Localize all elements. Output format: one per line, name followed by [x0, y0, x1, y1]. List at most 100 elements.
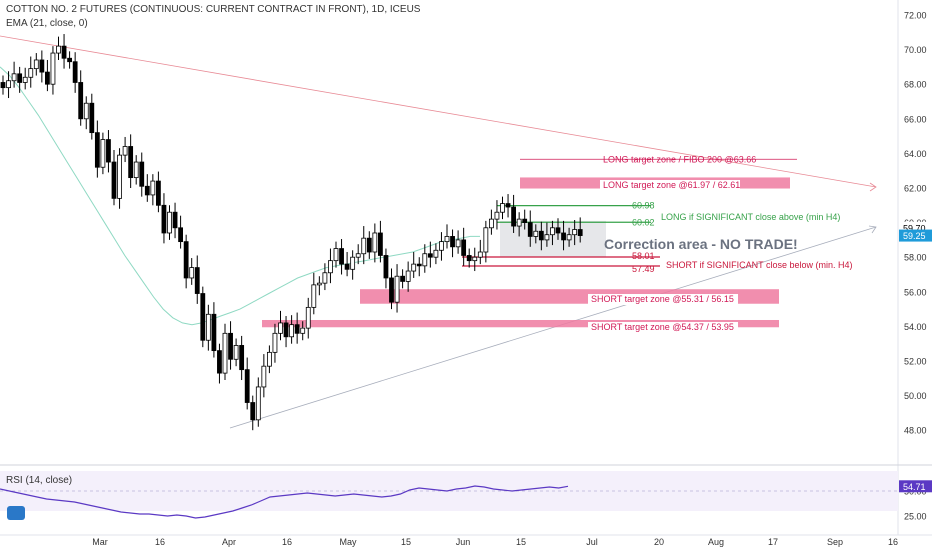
time-tick-label: 16	[888, 537, 898, 547]
time-tick-label: 15	[401, 537, 411, 547]
candle	[561, 232, 566, 241]
last-price-badge	[899, 229, 932, 242]
ema-line	[0, 66, 480, 326]
time-tick-label: 16	[282, 537, 292, 547]
price-tick-label: 58.00	[904, 253, 927, 263]
candle	[488, 218, 494, 229]
upper-trendline	[0, 35, 877, 188]
candle	[217, 350, 222, 374]
candle	[45, 71, 50, 85]
label-bg	[588, 294, 738, 305]
time-tick-label: 16	[155, 537, 165, 547]
price-tick-label: 66.00	[904, 114, 927, 124]
trendline-arrow-icon	[869, 182, 877, 192]
candle	[344, 263, 350, 270]
rsi-tick-label: 25.00	[904, 512, 927, 522]
candle	[205, 313, 211, 341]
time-tick-label: 20	[654, 537, 664, 547]
lower-trendline	[229, 226, 877, 429]
marked-price-label: 59.70	[903, 223, 926, 233]
candle	[239, 345, 245, 371]
price-tick-label: 48.00	[904, 426, 927, 436]
candle	[228, 332, 233, 360]
candle	[300, 327, 306, 334]
candle	[139, 161, 145, 187]
candle	[39, 59, 45, 73]
candle	[289, 324, 295, 338]
label-bg	[600, 180, 740, 192]
tradingview-logo-icon[interactable]	[7, 506, 25, 520]
time-tick-label: 17	[768, 537, 778, 547]
candle	[117, 154, 122, 199]
candle	[522, 218, 528, 223]
candle	[244, 369, 250, 403]
rsi-value-label: 54.71	[903, 482, 926, 492]
candle	[411, 263, 417, 272]
candle	[505, 203, 511, 208]
candle	[172, 211, 178, 229]
price-tick-label: 52.00	[904, 357, 927, 367]
candle	[144, 185, 150, 196]
candle	[439, 241, 444, 251]
candle	[261, 365, 267, 388]
candle	[372, 232, 378, 253]
candle	[128, 146, 134, 179]
time-tick-label: Mar	[92, 537, 108, 547]
candle	[466, 255, 472, 262]
price-tick-label: 62.00	[904, 184, 927, 194]
candle	[67, 57, 72, 63]
time-tick-label: Jun	[456, 537, 471, 547]
candle	[294, 324, 300, 334]
price-tick-label: 56.00	[904, 287, 927, 297]
candle	[316, 282, 322, 286]
candle	[361, 237, 367, 255]
candle	[366, 237, 372, 253]
price-tick-label: 50.00	[904, 391, 927, 401]
ema-indicator-label: EMA (21, close, 0)	[6, 18, 88, 29]
candle	[355, 253, 361, 258]
candle	[494, 211, 500, 220]
candle	[183, 241, 189, 279]
candle	[17, 73, 23, 83]
candle	[106, 139, 111, 163]
candle	[572, 229, 578, 236]
time-tick-label: Apr	[222, 537, 236, 547]
candle	[133, 161, 139, 179]
candle	[94, 132, 100, 168]
candle	[405, 270, 411, 282]
candle	[444, 236, 450, 243]
candle	[61, 45, 67, 59]
candle	[255, 386, 261, 421]
label-short-zone-2: SHORT target zone @54.37 / 53.95	[591, 322, 734, 332]
candle	[511, 206, 517, 227]
candle	[328, 260, 333, 274]
price-tick-label: 68.00	[904, 80, 927, 90]
candle	[333, 248, 339, 262]
time-tick-label: Jul	[586, 537, 598, 547]
candle	[538, 230, 544, 241]
last-price-label: 59.25	[903, 231, 926, 241]
candle	[427, 253, 433, 258]
candle	[22, 76, 28, 83]
candle	[461, 239, 467, 256]
candle	[400, 275, 406, 282]
candle	[72, 61, 78, 83]
candle	[28, 68, 34, 78]
correction-area-box	[500, 220, 606, 258]
candle	[555, 227, 561, 234]
candle	[278, 322, 283, 334]
candle	[283, 322, 289, 338]
candle	[111, 161, 117, 199]
trendline-arrow-icon	[868, 225, 877, 234]
candle	[100, 139, 106, 168]
candle	[416, 263, 422, 267]
candle	[433, 249, 439, 258]
candle	[155, 180, 161, 206]
time-tick-label: Sep	[827, 537, 843, 547]
rsi-line	[0, 485, 569, 519]
label-level-57-49: 57.49	[632, 264, 655, 274]
candle	[0, 82, 6, 89]
time-tick-label: Aug	[708, 537, 724, 547]
label-short-zone-1: SHORT target zone @55.31 / 56.15	[591, 294, 734, 304]
